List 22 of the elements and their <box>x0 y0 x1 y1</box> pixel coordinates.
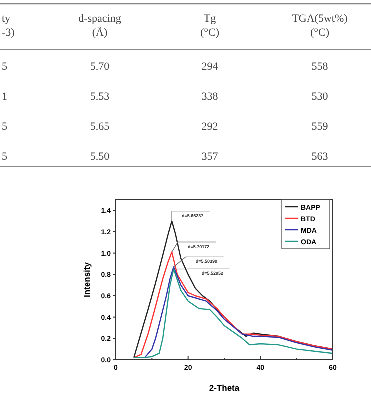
text: 338 <box>202 91 218 103</box>
text: 292 <box>202 121 218 133</box>
text: 5.70 <box>90 61 110 73</box>
category-label: d-spacing (Å) <box>78 13 122 39</box>
text: 1 <box>2 91 8 103</box>
text: 558 <box>312 61 328 73</box>
y-axis-title: Intensity <box>82 262 92 298</box>
text: 559 <box>312 121 328 133</box>
text: 5.50 <box>90 151 110 163</box>
text: 5.65 <box>90 121 110 133</box>
text: 5 <box>2 61 8 73</box>
text: 357 <box>202 151 218 163</box>
category-label: TGA(5wt%) (°C) <box>292 13 348 39</box>
text: 563 <box>312 151 328 163</box>
text: 5.53 <box>90 91 110 103</box>
category-label: Tg (°C) <box>200 13 220 39</box>
text: 5 <box>2 121 8 133</box>
x-axis-title: 2-Theta <box>209 383 240 393</box>
text: 5 <box>2 151 8 163</box>
category-label: ty -3) <box>2 13 16 39</box>
text: 294 <box>202 61 218 73</box>
text: 530 <box>312 91 328 103</box>
